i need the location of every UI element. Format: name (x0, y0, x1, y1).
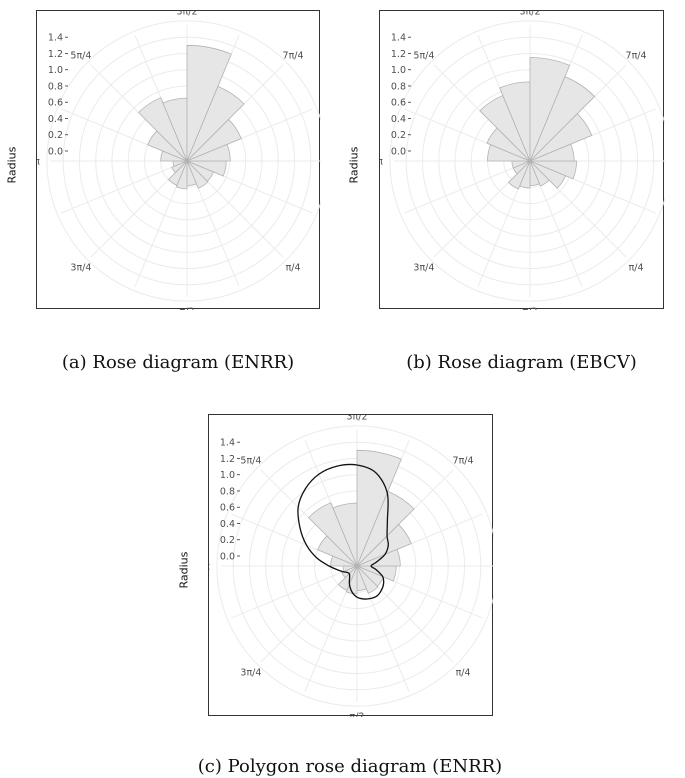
rose-bar (356, 449, 402, 567)
rose-bar (356, 548, 401, 567)
rose-bar (186, 85, 245, 162)
radial-tick-label: 0.2 (391, 130, 406, 141)
angle-label: π/2 (350, 712, 365, 718)
radial-tick-label: 0.6 (220, 503, 235, 514)
angle-label: π/2 (523, 307, 538, 311)
angle-label: 5π/4 (413, 50, 434, 61)
radial-tick-label: 1.2 (48, 49, 63, 60)
angle-labels: 0π/4π/23π/4π5π/43π/27π/4 (37, 11, 304, 311)
angle-label: 3π/2 (346, 415, 367, 423)
angle-label: π (209, 562, 210, 573)
angle-label: 5π/4 (70, 50, 91, 61)
grid-ring (46, 20, 321, 302)
radial-tick-label: 1.0 (48, 65, 63, 76)
radial-tick-label: 0.2 (48, 130, 63, 141)
y-axis-label: Radius (5, 146, 19, 184)
rose-bar (307, 502, 358, 567)
radial-tick-label: 1.0 (391, 65, 406, 76)
angle-label: π/4 (629, 263, 644, 274)
rose-chart-c: 0.00.20.40.60.81.01.21.40π/4π/23π/4π5π/4… (209, 415, 494, 717)
rose-bar (529, 160, 567, 189)
grid-spoke (61, 160, 188, 214)
rose-bar (529, 160, 550, 187)
angle-label: 3π/2 (519, 11, 540, 18)
angle-label: 7π/4 (626, 50, 647, 61)
grid-spoke (404, 160, 531, 214)
angle-labels: 0π/4π/23π/4π5π/43π/27π/4 (380, 11, 647, 311)
radial-tick-label: 0.0 (220, 552, 235, 563)
rose-bar (186, 160, 209, 189)
angle-label: π/2 (180, 307, 195, 311)
radial-tick-label: 0.4 (220, 519, 235, 530)
radial-tick-label: 1.2 (391, 49, 406, 60)
polygon-rose-curve (297, 463, 389, 600)
rose-bar (167, 160, 188, 186)
radial-ticks: 0.0 0.2 0.4 0.6 0.8 1.0 1.2 1.4 (48, 33, 68, 158)
rose-bar (529, 76, 596, 162)
plot-frame-a: 0.00.20.40.60.81.01.21.40π/4π/23π/4π5π/4… (36, 10, 321, 310)
angle-labels: 0π/4π/23π/4π5π/43π/27π/4 (209, 415, 474, 718)
radial-ticks: 0.0 0.2 0.4 0.6 0.8 1.0 1.2 1.4 (391, 33, 411, 158)
y-axis-label: Radius (177, 551, 191, 589)
radial-tick-label: 0.4 (48, 114, 63, 125)
angle-label: 3π/4 (240, 668, 261, 679)
rose-bar (337, 565, 358, 591)
angle-label: π (37, 157, 40, 168)
rose-bars (479, 57, 596, 190)
caption-a: (a) Rose diagram (ENRR) (61, 352, 295, 373)
radial-tick-label: 1.4 (48, 33, 63, 44)
rose-bars (137, 44, 245, 190)
rose-bar (186, 143, 231, 162)
rose-bar (529, 57, 571, 162)
angle-label: 5π/4 (240, 455, 261, 466)
rose-bar (341, 565, 358, 579)
rose-bar (356, 490, 415, 567)
rose-bars (307, 449, 415, 595)
y-axis-label: Radius (347, 146, 361, 184)
rose-chart-a: 0.00.20.40.60.81.01.21.40π/4π/23π/4π5π/4… (37, 11, 321, 310)
radial-tick-label: 1.4 (391, 33, 406, 44)
caption-c: (c) Polygon rose diagram (ENRR) (197, 756, 503, 777)
radial-tick-label: 1.2 (220, 454, 235, 465)
rose-bar (137, 97, 188, 162)
angle-label: 7π/4 (283, 50, 304, 61)
rose-bar (356, 565, 379, 594)
radial-tick-label: 0.0 (48, 147, 63, 158)
radial-tick-label: 0.6 (391, 98, 406, 109)
angle-label: 7π/4 (453, 455, 474, 466)
radial-tick-label: 1.4 (220, 438, 235, 449)
rose-bar (186, 44, 232, 162)
radial-tick-label: 1.0 (220, 470, 235, 481)
angle-label: π/4 (456, 668, 471, 679)
angle-label: 3π/2 (176, 11, 197, 18)
grid-ring (389, 20, 665, 302)
rose-bar (529, 113, 593, 162)
radial-tick-label: 0.8 (220, 486, 235, 497)
radial-tick-label: 0.4 (391, 114, 406, 125)
angle-label: 3π/4 (70, 263, 91, 274)
angle-label: π (380, 157, 383, 168)
rose-bar (186, 118, 242, 162)
radial-tick-label: 0.8 (391, 81, 406, 92)
rose-bar (507, 160, 531, 190)
grid-ring (216, 425, 494, 707)
radial-tick-label: 0.2 (220, 535, 235, 546)
caption-b: (b) Rose diagram (EBCV) (406, 352, 637, 373)
plot-frame-b: 0.00.20.40.60.81.01.21.40π/4π/23π/4π5π/4… (379, 10, 665, 310)
radial-tick-label: 0.6 (48, 98, 63, 109)
rose-bar (529, 143, 575, 162)
radial-tick-label: 0.8 (48, 81, 63, 92)
radial-ticks: 0.0 0.2 0.4 0.6 0.8 1.0 1.2 1.4 (220, 438, 240, 563)
rose-bar (171, 160, 188, 174)
angle-label: π/4 (286, 263, 301, 274)
grid-spoke (231, 565, 358, 619)
plot-frame-c: 0.00.20.40.60.81.01.21.40π/4π/23π/4π5π/4… (208, 414, 494, 717)
angle-label: 3π/4 (413, 263, 434, 274)
rose-chart-b: 0.00.20.40.60.81.01.21.40π/4π/23π/4π5π/4… (380, 11, 665, 310)
radial-tick-label: 0.0 (391, 147, 406, 158)
rose-bar (356, 523, 412, 567)
